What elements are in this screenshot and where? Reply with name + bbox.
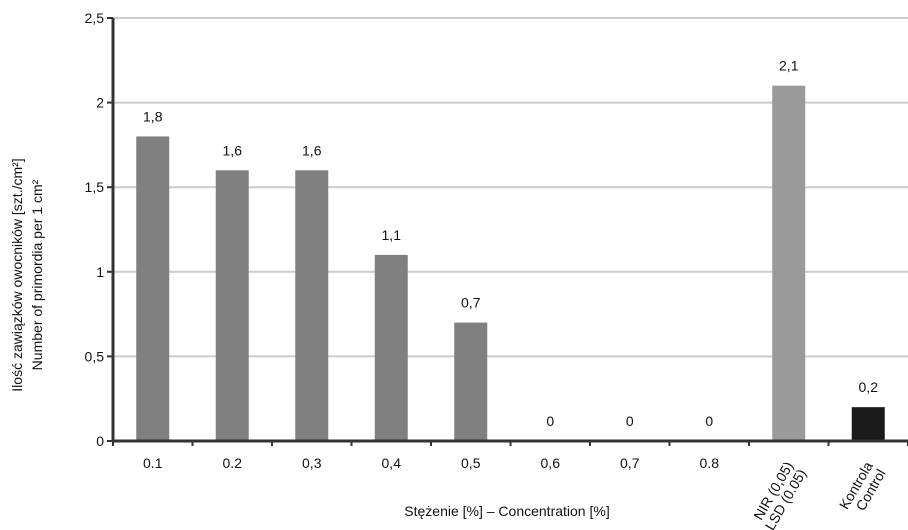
bar-value-label: 2,1	[779, 58, 799, 74]
y-tick-labels: 0 0,5 1 1,5 2 2,5	[85, 10, 105, 449]
bar	[215, 170, 249, 441]
bar	[136, 136, 170, 441]
y-axis-title-line1: Ilość zawiązków owocników [szt./cm²]	[9, 158, 25, 391]
bar-value-label: 1,1	[382, 227, 402, 243]
y-axis-title-line2: Number of primordia per 1 cm²	[29, 179, 45, 370]
bar-value-label: 0	[626, 413, 634, 429]
bar	[772, 85, 806, 442]
bar	[851, 407, 885, 441]
axes	[107, 17, 908, 446]
bar	[454, 322, 488, 441]
x-category-label: 0,4	[382, 455, 402, 471]
bar-value-label: 1,8	[143, 108, 163, 124]
x-category-label: 0.1	[143, 455, 163, 471]
bar-value-labels: 1,8 1,6 1,6 1,1 0,7 0 0 0 2,1 0,2	[143, 58, 878, 429]
y-tick-label: 1	[96, 264, 104, 280]
x-category-label: 0,6	[541, 455, 561, 471]
y-tick-label: 0,5	[85, 348, 105, 364]
x-category-label: 0,5	[461, 455, 481, 471]
y-tick-label: 0	[96, 433, 104, 449]
x-axis-title: Stężenie [%] – Concentration [%]	[404, 503, 609, 519]
bar-value-label: 0	[546, 413, 554, 429]
bars	[136, 85, 885, 442]
x-category-label: NIR (0,05)LSD (0.05)	[750, 459, 809, 530]
bar-value-label: 0	[705, 413, 713, 429]
bar-value-label: 0,7	[461, 295, 481, 311]
bar	[374, 254, 408, 441]
x-category-label: 0.8	[700, 455, 720, 471]
bar-value-label: 1,6	[302, 142, 322, 158]
bar-value-label: 1,6	[223, 142, 243, 158]
x-category-label: 0,3	[302, 455, 322, 471]
x-category-label: 0.2	[223, 455, 243, 471]
x-category-label: 0,7	[620, 455, 640, 471]
y-tick-label: 2	[96, 95, 104, 111]
y-tick-label: 2,5	[85, 10, 105, 26]
y-tick-label: 1,5	[85, 179, 105, 195]
bar	[295, 170, 329, 441]
bar-value-label: 0,2	[859, 379, 879, 395]
